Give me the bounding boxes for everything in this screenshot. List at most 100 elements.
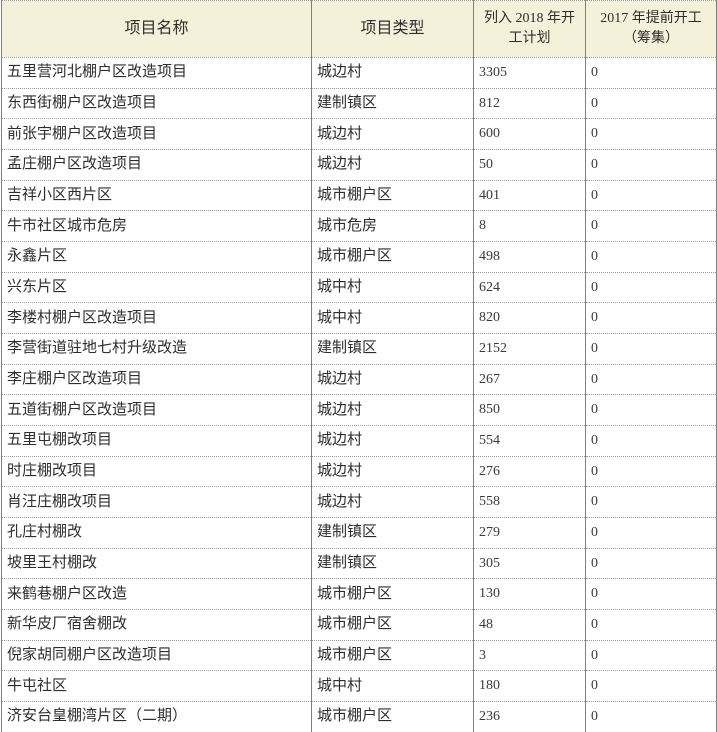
cell-plan-2018: 3 — [473, 639, 586, 671]
cell-project-type: 城市棚户区 — [311, 701, 474, 732]
cell-early-2017: 0 — [585, 486, 717, 518]
table-row: 时庄棚改项目 城边村 276 0 — [1, 455, 717, 487]
table-row: 前张宇棚户区改造项目 城边村 600 0 — [1, 118, 717, 150]
header-early-2017: 2017 年提前开工（筹集） — [585, 0, 717, 58]
cell-early-2017: 0 — [585, 179, 717, 211]
cell-early-2017: 0 — [585, 118, 717, 150]
cell-plan-2018: 305 — [473, 547, 586, 579]
table-row: 肖汪庄棚改项目 城边村 558 0 — [1, 486, 717, 518]
table-row: 永鑫片区 城市棚户区 498 0 — [1, 241, 717, 273]
header-project-type: 项目类型 — [311, 0, 474, 58]
table-body: 五里营河北棚户区改造项目 城边村 3305 0 东西街棚户区改造项目 建制镇区 812 0 前张… — [1, 57, 717, 732]
cell-project-type: 城市棚户区 — [311, 639, 474, 671]
cell-early-2017: 0 — [585, 57, 717, 89]
table-header-row: 项目名称 项目类型 列入 2018 年开工计划 2017 年提前开工（筹集） — [1, 0, 717, 58]
cell-project-type: 城市棚户区 — [311, 179, 474, 211]
cell-early-2017: 0 — [585, 363, 717, 395]
cell-project-type: 建制镇区 — [311, 87, 474, 119]
cell-plan-2018: 48 — [473, 609, 586, 641]
cell-project-name: 来鹤巷棚户区改造 — [1, 578, 312, 610]
cell-project-type: 城边村 — [311, 363, 474, 395]
table-row: 孔庄村棚改 建制镇区 279 0 — [1, 517, 717, 549]
table-row: 李庄棚户区改造项目 城边村 267 0 — [1, 363, 717, 395]
cell-project-name: 倪家胡同棚户区改造项目 — [1, 639, 312, 671]
cell-early-2017: 0 — [585, 210, 717, 242]
cell-plan-2018: 850 — [473, 394, 586, 426]
cell-project-type: 城中村 — [311, 302, 474, 334]
cell-plan-2018: 558 — [473, 486, 586, 518]
table-row: 来鹤巷棚户区改造 城市棚户区 130 0 — [1, 578, 717, 610]
cell-project-type: 城市危房 — [311, 210, 474, 242]
cell-project-name: 李营街道驻地七村升级改造 — [1, 333, 312, 365]
cell-project-name: 五道街棚户区改造项目 — [1, 394, 312, 426]
cell-project-type: 城市棚户区 — [311, 241, 474, 273]
cell-project-name: 东西街棚户区改造项目 — [1, 87, 312, 119]
cell-project-type: 城边村 — [311, 57, 474, 89]
cell-early-2017: 0 — [585, 425, 717, 457]
cell-plan-2018: 267 — [473, 363, 586, 395]
cell-project-type: 建制镇区 — [311, 517, 474, 549]
cell-project-name: 时庄棚改项目 — [1, 455, 312, 487]
cell-project-name: 新华皮厂宿舍棚改 — [1, 609, 312, 641]
cell-plan-2018: 401 — [473, 179, 586, 211]
cell-project-type: 城边村 — [311, 149, 474, 181]
cell-plan-2018: 50 — [473, 149, 586, 181]
cell-project-name: 五里营河北棚户区改造项目 — [1, 57, 312, 89]
cell-early-2017: 0 — [585, 517, 717, 549]
cell-project-type: 建制镇区 — [311, 333, 474, 365]
cell-project-type: 城市棚户区 — [311, 578, 474, 610]
cell-project-type: 建制镇区 — [311, 547, 474, 579]
cell-plan-2018: 8 — [473, 210, 586, 242]
cell-early-2017: 0 — [585, 333, 717, 365]
cell-project-type: 城边村 — [311, 455, 474, 487]
cell-early-2017: 0 — [585, 87, 717, 119]
table-row: 李营街道驻地七村升级改造 建制镇区 2152 0 — [1, 333, 717, 365]
cell-project-name: 济安台皇棚湾片区（二期） — [1, 701, 312, 732]
cell-early-2017: 0 — [585, 578, 717, 610]
header-plan-2018: 列入 2018 年开工计划 — [473, 0, 586, 58]
cell-plan-2018: 180 — [473, 670, 586, 702]
cell-plan-2018: 600 — [473, 118, 586, 150]
cell-early-2017: 0 — [585, 241, 717, 273]
cell-early-2017: 0 — [585, 149, 717, 181]
table-row: 孟庄棚户区改造项目 城边村 50 0 — [1, 149, 717, 181]
cell-early-2017: 0 — [585, 302, 717, 334]
table-row: 兴东片区 城中村 624 0 — [1, 271, 717, 303]
cell-plan-2018: 3305 — [473, 57, 586, 89]
table-row: 牛屯社区 城中村 180 0 — [1, 670, 717, 702]
table-row: 五里屯棚改项目 城边村 554 0 — [1, 425, 717, 457]
table-row: 东西街棚户区改造项目 建制镇区 812 0 — [1, 87, 717, 119]
cell-plan-2018: 554 — [473, 425, 586, 457]
cell-project-name: 五里屯棚改项目 — [1, 425, 312, 457]
table-row: 倪家胡同棚户区改造项目 城市棚户区 3 0 — [1, 639, 717, 671]
cell-plan-2018: 130 — [473, 578, 586, 610]
cell-plan-2018: 624 — [473, 271, 586, 303]
cell-project-name: 孟庄棚户区改造项目 — [1, 149, 312, 181]
table-row: 济安台皇棚湾片区（二期） 城市棚户区 236 0 — [1, 701, 717, 732]
cell-project-type: 城中村 — [311, 271, 474, 303]
cell-project-name: 牛屯社区 — [1, 670, 312, 702]
cell-early-2017: 0 — [585, 394, 717, 426]
cell-early-2017: 0 — [585, 609, 717, 641]
cell-project-name: 牛市社区城市危房 — [1, 210, 312, 242]
cell-early-2017: 0 — [585, 547, 717, 579]
cell-plan-2018: 279 — [473, 517, 586, 549]
cell-project-type: 城边村 — [311, 486, 474, 518]
table-row: 李楼村棚户区改造项目 城中村 820 0 — [1, 302, 717, 334]
cell-project-name: 前张宇棚户区改造项目 — [1, 118, 312, 150]
cell-plan-2018: 2152 — [473, 333, 586, 365]
table-row: 吉祥小区西片区 城市棚户区 401 0 — [1, 179, 717, 211]
cell-plan-2018: 236 — [473, 701, 586, 732]
table-row: 坡里王村棚改 建制镇区 305 0 — [1, 547, 717, 579]
cell-project-name: 李楼村棚户区改造项目 — [1, 302, 312, 334]
cell-project-type: 城边村 — [311, 394, 474, 426]
cell-early-2017: 0 — [585, 639, 717, 671]
cell-project-name: 永鑫片区 — [1, 241, 312, 273]
cell-early-2017: 0 — [585, 701, 717, 732]
table-row: 牛市社区城市危房 城市危房 8 0 — [1, 210, 717, 242]
cell-project-type: 城中村 — [311, 670, 474, 702]
cell-plan-2018: 820 — [473, 302, 586, 334]
cell-early-2017: 0 — [585, 670, 717, 702]
table-row: 五里营河北棚户区改造项目 城边村 3305 0 — [1, 57, 717, 89]
